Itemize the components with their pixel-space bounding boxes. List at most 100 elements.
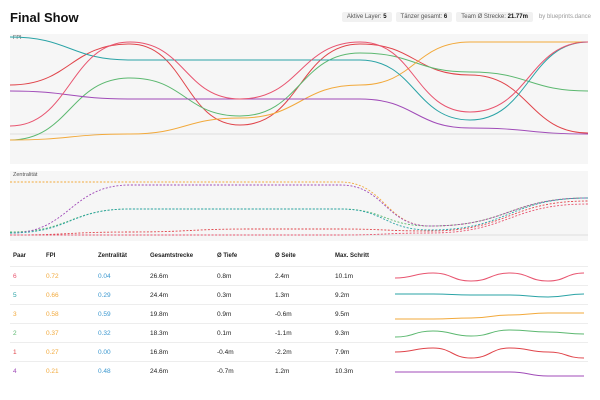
fpi-line-pair-4 xyxy=(10,90,588,135)
cell-max-step: 9.5m xyxy=(335,310,350,318)
trend-sparkline xyxy=(395,371,584,376)
cell-avg-depth: 0.1m xyxy=(217,329,232,337)
col-header-avg-side[interactable]: Ø Seite xyxy=(275,253,296,259)
stat-dancers-total: Tänzer gesamt: 6 xyxy=(395,12,453,22)
cell-fpi: 0.37 xyxy=(46,329,59,337)
centrality-line-pair-3 xyxy=(10,181,588,227)
cell-max-step: 9.2m xyxy=(335,291,350,299)
stat-active-layers: Aktive Layer: 5 xyxy=(341,12,392,22)
pairs-table: Paar FPI Zentralität Gesamtstrecke Ø Tie… xyxy=(10,246,588,380)
cell-pair: 4 xyxy=(13,367,17,375)
stat-label: Tänzer gesamt: xyxy=(400,14,443,20)
col-header-max-step[interactable]: Max. Schritt xyxy=(335,253,370,259)
cell-trend xyxy=(395,267,588,286)
cell-trend xyxy=(395,324,588,343)
trend-sparkline xyxy=(395,271,585,282)
centrality-chart xyxy=(10,181,588,236)
table-row[interactable]: 4 0.21 0.48 24.6m -0.7m 1.2m 10.3m xyxy=(10,361,588,380)
trend-sparkline xyxy=(395,312,584,319)
cell-centrality: 0.32 xyxy=(98,329,111,337)
table-row[interactable]: 1 0.27 0.00 16.8m -0.4m -2.2m 7.9m xyxy=(10,342,588,361)
sparkline-pair-5 xyxy=(395,293,585,298)
trend-sparkline xyxy=(395,328,585,337)
fpi-chart-panel: FPI xyxy=(10,34,588,164)
fpi-chart-label: FPI xyxy=(13,35,22,41)
fpi-chart xyxy=(10,36,588,141)
stat-team-distance: Team Ø Strecke: 21.77m xyxy=(456,12,533,22)
col-header-centrality[interactable]: Zentralität xyxy=(98,253,128,259)
col-header-fpi[interactable]: FPI xyxy=(46,253,56,259)
cell-avg-depth: 0.8m xyxy=(217,272,232,280)
cell-avg-side: 1.3m xyxy=(275,291,290,299)
cell-total-distance: 18.3m xyxy=(150,329,169,337)
cell-pair: 6 xyxy=(13,272,17,280)
cell-trend xyxy=(395,362,588,381)
cell-max-step: 7.9m xyxy=(335,348,350,356)
stats-bar: Aktive Layer: 5 Tänzer gesamt: 6 Team Ø … xyxy=(341,12,591,22)
cell-fpi: 0.72 xyxy=(46,272,59,280)
cell-centrality: 0.48 xyxy=(98,367,111,375)
stat-value: 21.77m xyxy=(507,14,528,20)
table-body: 6 0.72 0.04 26.6m 0.8m 2.4m 10.1m 5 0.66 0.29 24.4… xyxy=(10,266,588,380)
cell-pair: 2 xyxy=(13,329,17,337)
col-header-avg-depth[interactable]: Ø Tiefe xyxy=(217,253,238,259)
table-header: Paar FPI Zentralität Gesamtstrecke Ø Tie… xyxy=(10,246,588,266)
table-row[interactable]: 2 0.37 0.32 18.3m 0.1m -1.1m 9.3m xyxy=(10,323,588,342)
cell-avg-depth: 0.3m xyxy=(217,291,232,299)
cell-fpi: 0.58 xyxy=(46,310,59,318)
table-row[interactable]: 6 0.72 0.04 26.6m 0.8m 2.4m 10.1m xyxy=(10,266,588,285)
col-header-spark xyxy=(395,247,588,266)
trend-sparkline xyxy=(395,293,585,298)
cell-avg-side: -2.2m xyxy=(275,348,292,356)
cell-total-distance: 16.8m xyxy=(150,348,169,356)
cell-pair: 3 xyxy=(13,310,17,318)
col-header-pair[interactable]: Paar xyxy=(13,253,27,259)
cell-max-step: 9.3m xyxy=(335,329,350,337)
cell-avg-side: 1.2m xyxy=(275,367,290,375)
cell-total-distance: 24.6m xyxy=(150,367,169,375)
cell-avg-depth: -0.4m xyxy=(217,348,234,356)
centrality-line-pair-4 xyxy=(10,184,588,234)
cell-avg-depth: -0.7m xyxy=(217,367,234,375)
centrality-line-pair-6 xyxy=(10,203,588,236)
cell-trend xyxy=(395,343,588,362)
cell-avg-side: -0.6m xyxy=(275,310,292,318)
col-header-total-distance[interactable]: Gesamtstrecke xyxy=(150,253,194,259)
sparkline-pair-6 xyxy=(395,271,585,282)
cell-avg-depth: 0.9m xyxy=(217,310,232,318)
cell-pair: 5 xyxy=(13,291,17,299)
table-row[interactable]: 3 0.58 0.59 19.8m 0.9m -0.6m 9.5m xyxy=(10,304,588,323)
stat-label: Aktive Layer: xyxy=(346,14,382,20)
centrality-chart-label: Zentralität xyxy=(13,172,38,178)
cell-max-step: 10.1m xyxy=(335,272,354,280)
cell-pair: 1 xyxy=(13,348,17,356)
cell-fpi: 0.21 xyxy=(46,367,59,375)
table-row[interactable]: 5 0.66 0.29 24.4m 0.3m 1.3m 9.2m xyxy=(10,285,588,304)
trend-sparkline xyxy=(395,346,585,359)
header: Final Show Aktive Layer: 5 Tänzer gesamt… xyxy=(0,0,600,34)
sparkline-pair-4 xyxy=(395,371,584,376)
cell-fpi: 0.27 xyxy=(46,348,59,356)
fpi-line-pair-2 xyxy=(10,52,588,141)
centrality-line-pair-5 xyxy=(10,197,588,234)
cell-trend xyxy=(395,305,588,324)
credit-link[interactable]: by blueprints.dance xyxy=(538,14,591,20)
cell-centrality: 0.00 xyxy=(98,348,111,356)
cell-total-distance: 24.4m xyxy=(150,291,169,299)
cell-centrality: 0.04 xyxy=(98,272,111,280)
cell-total-distance: 19.8m xyxy=(150,310,169,318)
stat-value: 6 xyxy=(443,14,448,20)
stat-value: 5 xyxy=(383,14,387,20)
page-title: Final Show xyxy=(10,10,79,25)
cell-fpi: 0.66 xyxy=(46,291,59,299)
cell-avg-side: 2.4m xyxy=(275,272,290,280)
centrality-chart-panel: Zentralität xyxy=(10,171,588,241)
stat-label: Team Ø Strecke: xyxy=(461,14,506,20)
cell-centrality: 0.29 xyxy=(98,291,111,299)
sparkline-pair-1 xyxy=(395,346,585,359)
fpi-line-pair-6 xyxy=(10,41,588,127)
sparkline-pair-2 xyxy=(395,328,585,337)
fpi-line-pair-1 xyxy=(10,43,588,134)
cell-max-step: 10.3m xyxy=(335,367,354,375)
centrality-line-pair-1 xyxy=(10,200,588,236)
